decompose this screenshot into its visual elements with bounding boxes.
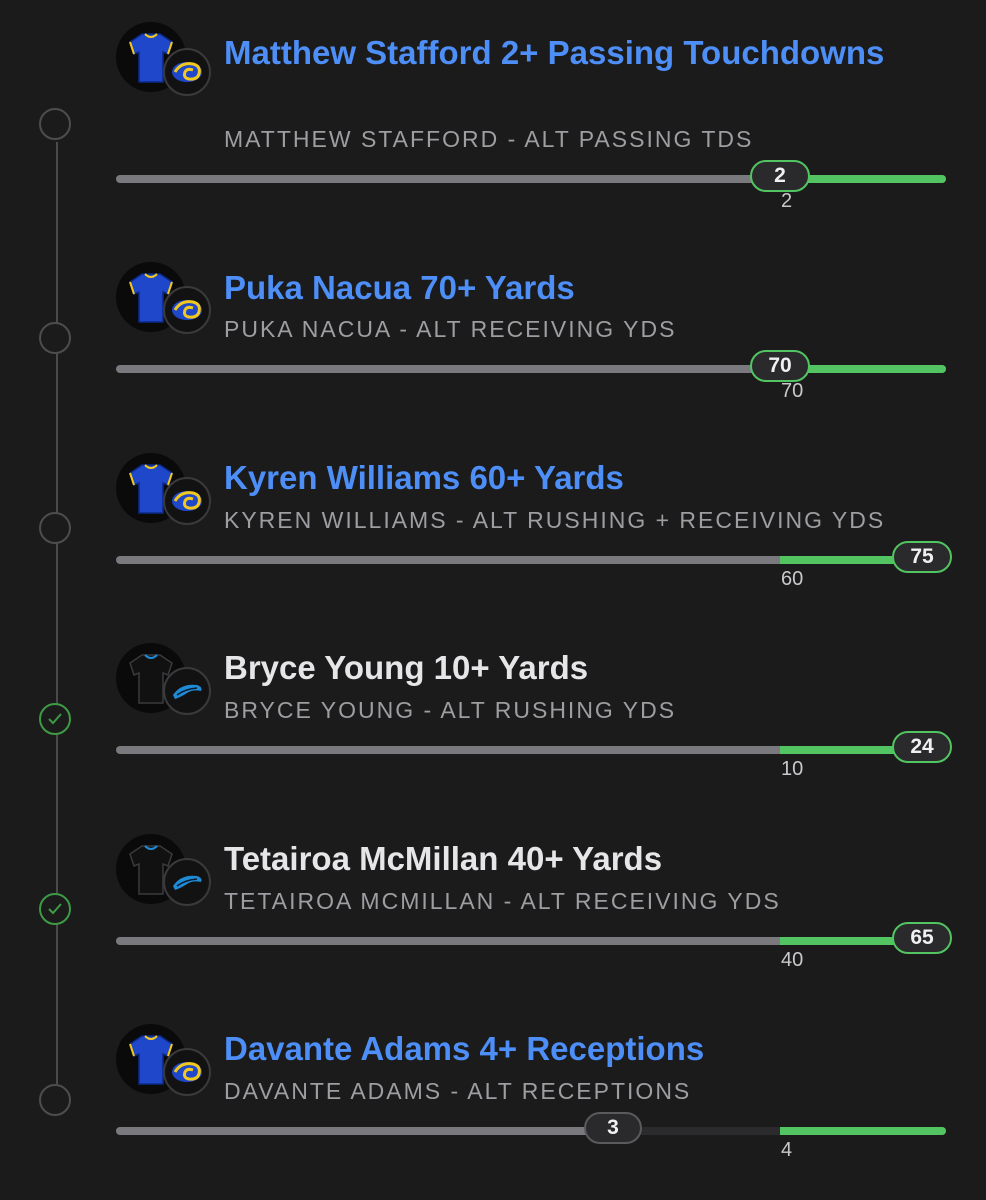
threshold-label: 4 [781, 1139, 793, 1161]
progress-fill [780, 175, 946, 183]
rams-horn-logo-icon [163, 477, 211, 525]
rams-horn-logo-icon [163, 48, 211, 96]
jersey-icon [129, 1035, 173, 1085]
progress-track [116, 556, 946, 564]
leg-subtitle: KYREN WILLIAMS - ALT RUSHING + RECEIVING… [224, 507, 886, 533]
leg-title: Puka Nacua 70+ Yards [224, 269, 575, 306]
progress-value-pill: 65 [892, 922, 952, 954]
leg-title: Bryce Young 10+ Yards [224, 649, 589, 686]
progress-value-pill: 24 [892, 731, 952, 763]
progress-value-pill: 2 [750, 160, 810, 192]
rams-horn-logo-icon [163, 1048, 211, 1096]
leg-subtitle: TETAIROA MCMILLAN - ALT RECEIVING YDS [224, 888, 781, 914]
threshold-label: 60 [781, 568, 804, 590]
leg-card[interactable]: Bryce Young 10+ Yards BRYCE YOUNG - ALT … [0, 571, 986, 780]
check-circle-icon [39, 893, 71, 925]
leg-title: Tetairoa McMillan 40+ Yards [224, 840, 663, 877]
progress-track [116, 365, 946, 373]
empty-circle-icon [39, 108, 71, 140]
rams-horn-logo-icon [163, 286, 211, 334]
progress-fill [780, 556, 946, 564]
jersey-icon [129, 33, 173, 83]
threshold-label: 10 [781, 758, 804, 780]
jersey-icon [129, 845, 173, 895]
threshold-label: 70 [781, 380, 804, 402]
timeline-line [56, 142, 58, 1084]
progress-fill [780, 937, 946, 945]
progress-track [116, 1127, 946, 1135]
jersey-icon [129, 273, 173, 323]
progress-value-pill: 3 [584, 1112, 642, 1144]
progress-track [116, 175, 946, 183]
leg-title: Matthew Stafford 2+ Passing Touchdowns [224, 34, 885, 71]
empty-circle-icon [39, 1084, 71, 1116]
panthers-logo-icon [163, 858, 211, 906]
leg-subtitle: PUKA NACUA - ALT RECEIVING YDS [224, 316, 677, 342]
empty-circle-icon [39, 512, 71, 544]
panthers-logo-icon [163, 667, 211, 715]
leg-subtitle: BRYCE YOUNG - ALT RUSHING YDS [224, 697, 677, 723]
leg-subtitle: DAVANTE ADAMS - ALT RECEPTIONS [224, 1078, 692, 1104]
progress-fill [780, 746, 946, 754]
check-circle-icon [39, 703, 71, 735]
leg-subtitle: MATTHEW STAFFORD - ALT PASSING TDS [224, 126, 754, 152]
leg-card[interactable]: Davante Adams 4+ Receptions DAVANTE ADAM… [0, 952, 986, 1161]
player-avatar [116, 262, 186, 332]
progress-track [116, 937, 946, 945]
jersey-icon [129, 654, 173, 704]
leg-card[interactable]: Tetairoa McMillan 40+ Yards TETAIROA MCM… [0, 762, 986, 971]
progress-value-pill: 75 [892, 541, 952, 573]
leg-title: Kyren Williams 60+ Yards [224, 459, 624, 496]
jersey-icon [129, 464, 173, 514]
progress-value-pill: 70 [750, 350, 810, 382]
threshold-label: 40 [781, 949, 804, 971]
progress-fill [780, 365, 946, 373]
empty-circle-icon [39, 322, 71, 354]
leg-card[interactable]: Puka Nacua 70+ Yards PUKA NACUA - ALT RE… [0, 190, 986, 402]
target-zone [780, 1127, 946, 1135]
leg-title: Davante Adams 4+ Receptions [224, 1030, 705, 1067]
leg-card[interactable]: Kyren Williams 60+ Yards KYREN WILLIAMS … [0, 381, 986, 590]
progress-remaining [614, 1127, 780, 1135]
threshold-label: 2 [781, 190, 793, 212]
leg-card[interactable]: Matthew Stafford 2+ Passing Touchdowns M… [0, 0, 986, 212]
progress-track [116, 746, 946, 754]
